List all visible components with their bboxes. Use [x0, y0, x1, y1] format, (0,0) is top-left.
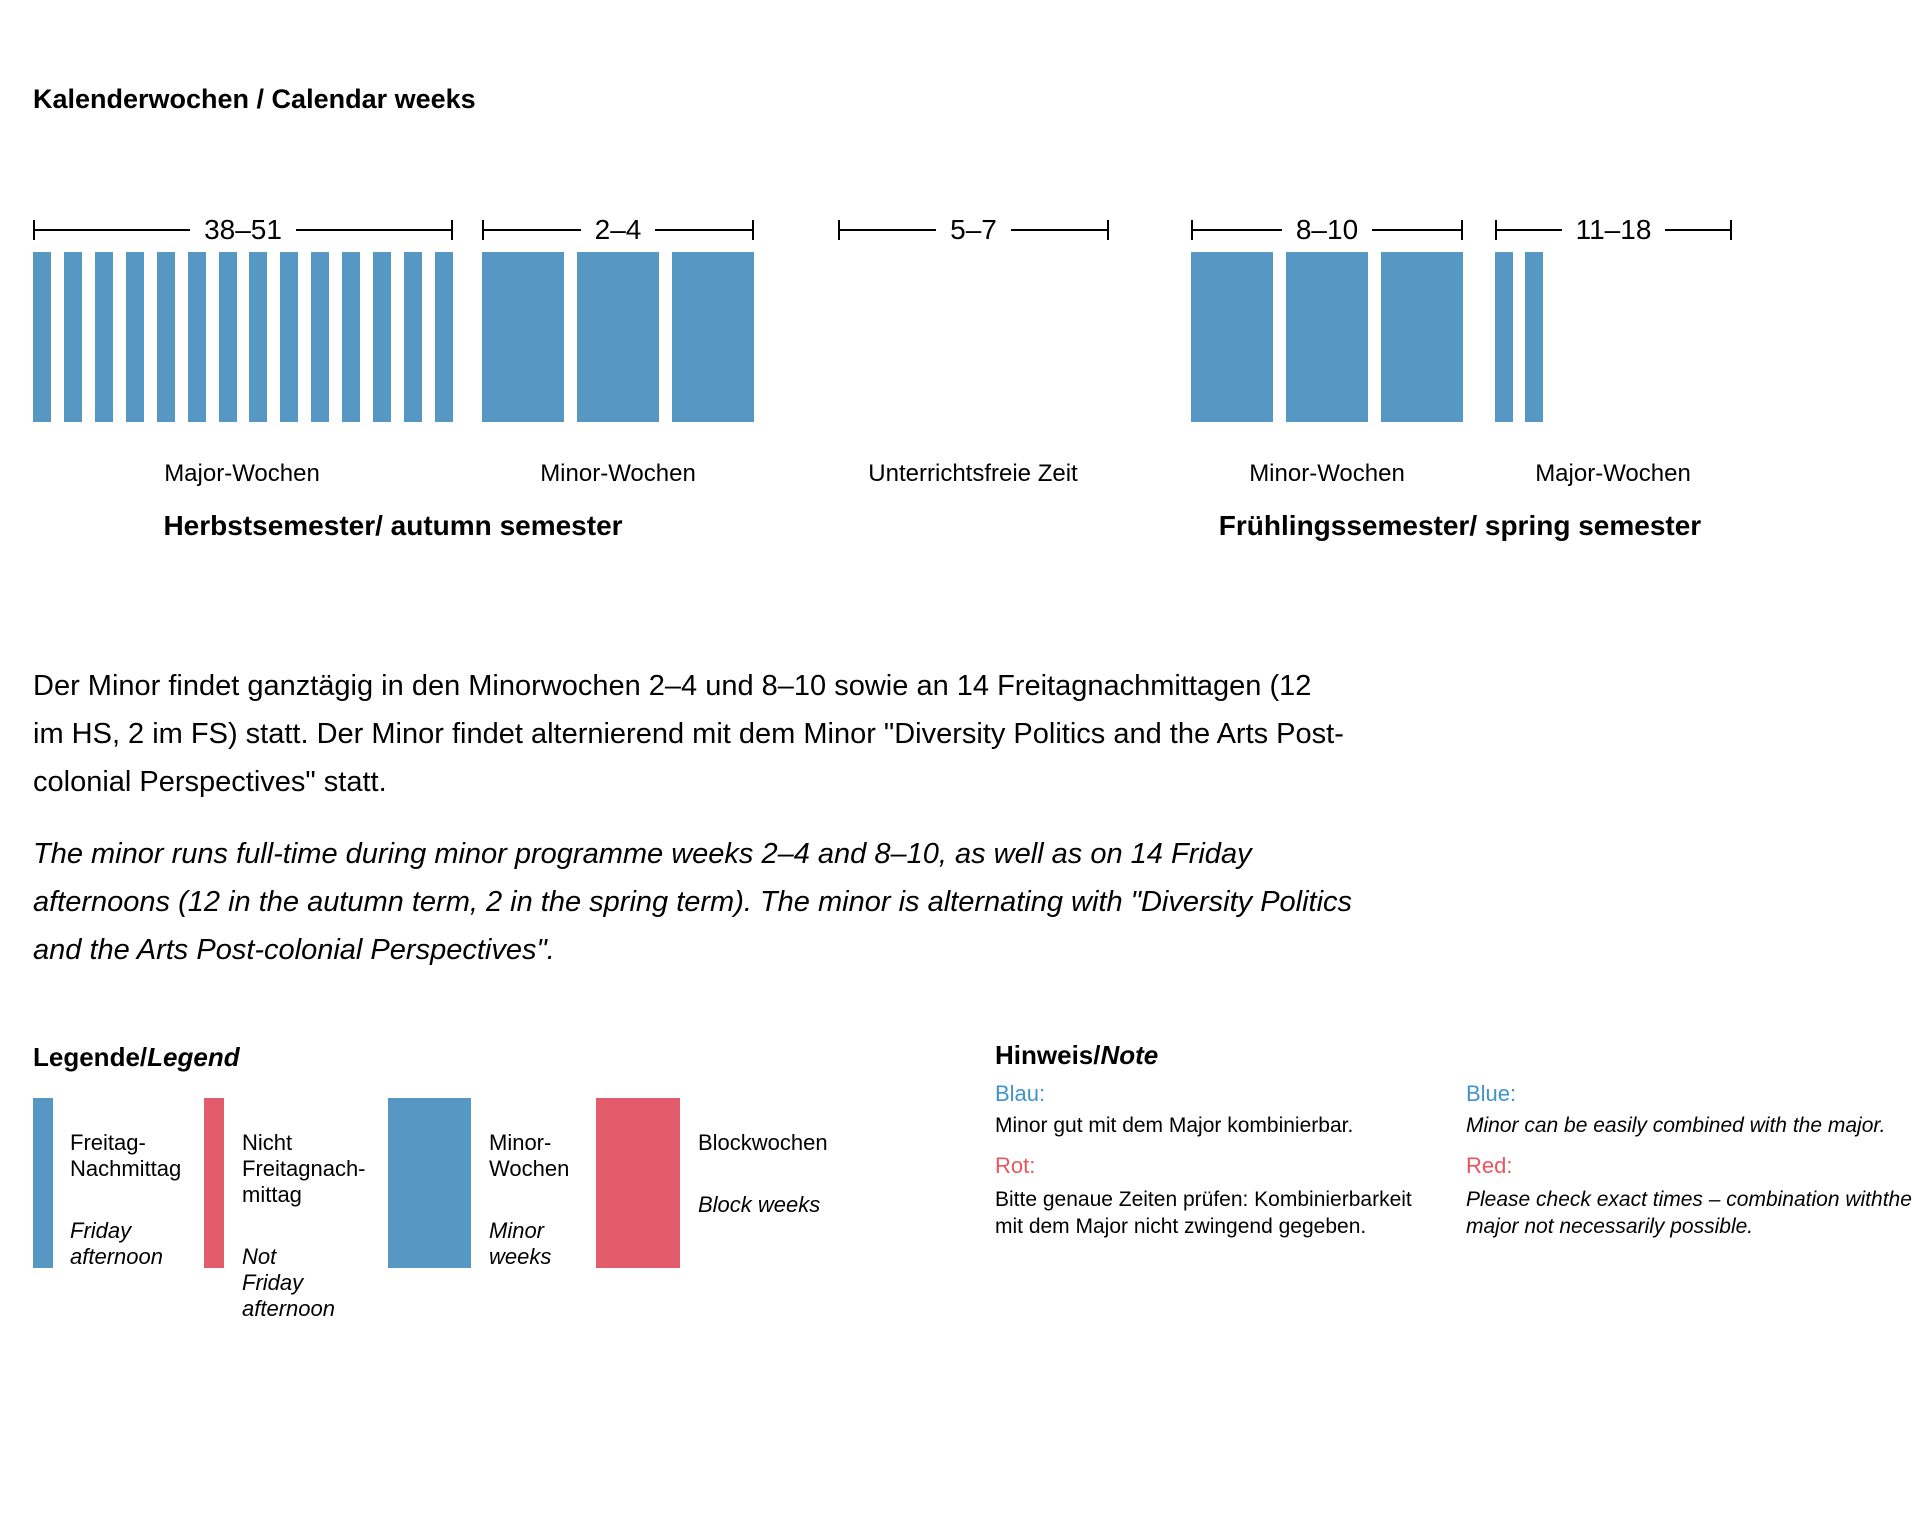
bracket-tick	[838, 220, 840, 240]
week-span-label: 38–51	[204, 214, 282, 245]
calendar-week-bar	[1191, 252, 1273, 422]
note-red-text-en: Please check exact times – combination w…	[1466, 1188, 1912, 1238]
bracket-line	[840, 229, 937, 231]
legend-heading-en: Legend	[147, 1042, 240, 1072]
calendar-week-bar	[1525, 252, 1543, 422]
week-span-bracket-8-10: 8–10	[1191, 214, 1464, 245]
calendar-week-bar	[373, 252, 392, 422]
bracket-line	[1497, 229, 1562, 231]
week-span-label: 8–10	[1295, 214, 1359, 245]
week-span-label: 11–18	[1575, 214, 1652, 245]
legend-swatch-minor-weeks	[388, 1098, 471, 1268]
legend-label-de: Nicht Freitagnach- mittag	[242, 1130, 366, 1207]
week-span-bracket-5-7: 5–7	[838, 214, 1109, 245]
calendar-week-bar	[249, 252, 268, 422]
week-span-bracket-2-4: 2–4	[482, 214, 754, 245]
bracket-tick	[1495, 220, 1497, 240]
group-label-major-wochen-spring: Major-Wochen	[1535, 460, 1691, 487]
calendar-week-bar	[1381, 252, 1463, 422]
bracket-line	[1193, 229, 1282, 231]
note-red-label-en: Red:	[1466, 1153, 1513, 1178]
calendar-week-bar	[94, 252, 113, 422]
legend-item-not-friday-afternoon: Nicht Freitagnach- mittag Not Friday aft…	[242, 1104, 366, 1348]
description-paragraph-german: Der Minor findet ganztägig in den Minorw…	[33, 670, 1344, 798]
week-span-label: 5–7	[950, 214, 997, 245]
legend-swatch-block-weeks	[596, 1098, 680, 1268]
semester-title-autumn: Herbstsemester/ autumn semester	[163, 510, 623, 541]
calendar-week-bar	[187, 252, 206, 422]
bracket-tick	[33, 220, 35, 240]
legend-label-en: Not Friday afternoon	[242, 1244, 335, 1321]
calendar-week-bar	[33, 252, 51, 422]
note-red-label-de: Rot:	[995, 1153, 1036, 1178]
group-label-minor-wochen-spring: Minor-Wochen	[1249, 460, 1405, 487]
calendar-week-bar	[1495, 252, 1513, 422]
group-label-teaching-free-time: Unterrichtsfreie Zeit	[868, 460, 1078, 487]
calendar-week-bar	[156, 252, 175, 422]
bar-group-major-weeks-autumn	[33, 252, 453, 422]
legend-label-en: Block weeks	[698, 1192, 821, 1217]
calendar-week-bar	[63, 252, 82, 422]
calendar-week-bar	[482, 252, 564, 422]
legend-label-de: Blockwochen	[698, 1130, 828, 1155]
note-red-text-de: Bitte genaue Zeiten prüfen: Kombinierbar…	[995, 1188, 1412, 1238]
week-span-bracket-11-18: 11–18	[1495, 214, 1733, 245]
legend-label-en: Friday afternoon	[70, 1218, 163, 1269]
bracket-tick	[1730, 220, 1733, 240]
semester-title-spring: Frühlingssemester/ spring semester	[1218, 510, 1702, 541]
bar-group-minor-weeks-spring	[1191, 252, 1463, 422]
description-paragraph-english: The minor runs full-time during minor pr…	[33, 838, 1353, 966]
note-heading-en: Note	[1100, 1040, 1159, 1070]
bracket-tick	[451, 220, 453, 240]
bracket-tick	[482, 220, 484, 240]
calendar-week-bar	[577, 252, 659, 422]
calendar-week-bar	[125, 252, 144, 422]
bracket-line	[655, 229, 752, 231]
legend-item-block-weeks: Blockwochen Block weeks	[698, 1104, 828, 1244]
legend-swatch-not-friday-afternoon	[204, 1098, 224, 1268]
group-label-major-wochen-autumn: Major-Wochen	[164, 460, 320, 487]
note-heading: Hinweis/Note	[995, 1040, 1158, 1071]
legend-label-en: Minor weeks	[489, 1218, 552, 1269]
calendar-week-bar	[672, 252, 754, 422]
bracket-tick	[1461, 220, 1464, 240]
page-title: Kalenderwochen / Calendar weeks	[33, 84, 476, 114]
legend-label-de: Freitag- Nachmittag	[70, 1130, 182, 1181]
bracket-line	[1010, 229, 1107, 231]
note-blue-text-de: Minor gut mit dem Major kombinierbar.	[995, 1114, 1354, 1137]
bracket-line	[295, 229, 451, 231]
bar-group-major-weeks-spring	[1495, 252, 1732, 422]
calendar-week-bar	[280, 252, 299, 422]
note-heading-de: Hinweis/	[995, 1040, 1101, 1070]
note-blue-text-en: Minor can be easily combined with the ma…	[1466, 1114, 1886, 1137]
bracket-tick	[1107, 220, 1109, 240]
group-label-minor-wochen-autumn: Minor-Wochen	[540, 460, 696, 487]
calendar-week-bar	[1286, 252, 1368, 422]
bar-group-minor-weeks-autumn	[482, 252, 754, 422]
bracket-tick	[752, 220, 754, 240]
legend-swatch-friday-afternoon	[33, 1098, 53, 1268]
bracket-line	[1665, 229, 1731, 231]
calendar-week-bar	[342, 252, 361, 422]
week-span-label: 2–4	[594, 214, 642, 245]
bracket-tick	[1191, 220, 1193, 240]
note-blue-label-en: Blue:	[1466, 1081, 1517, 1106]
legend-heading: Legende/Legend	[33, 1042, 240, 1073]
bracket-line	[484, 229, 581, 231]
calendar-week-bar	[311, 252, 330, 422]
week-span-bracket-38-51: 38–51	[33, 214, 453, 245]
bracket-line	[1372, 229, 1462, 231]
note-blue-label-de: Blau:	[995, 1081, 1046, 1106]
legend-heading-de: Legende/	[33, 1042, 148, 1072]
legend-label-de: Minor- Wochen	[489, 1130, 570, 1181]
legend-item-minor-weeks: Minor- Wochen Minor weeks	[489, 1104, 569, 1296]
bracket-line	[35, 229, 191, 231]
calendar-week-bar	[218, 252, 237, 422]
legend-item-friday-afternoon: Freitag- Nachmittag Friday afternoon	[70, 1104, 181, 1296]
calendar-week-bar	[434, 252, 453, 422]
calendar-week-bar	[404, 252, 423, 422]
